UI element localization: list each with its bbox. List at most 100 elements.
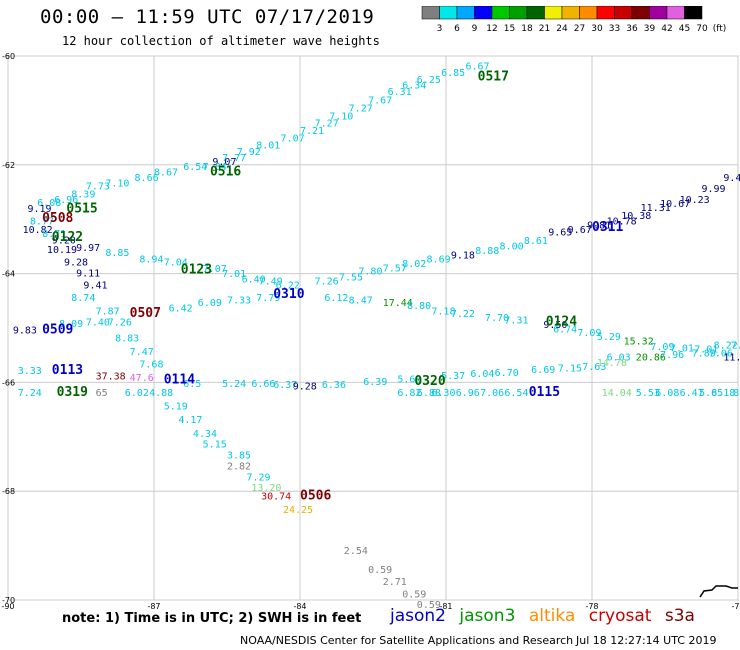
- wave-height-label: 65: [96, 388, 108, 399]
- wave-height-label: 9.28: [64, 257, 88, 268]
- wave-height-label: 7.55: [339, 273, 363, 284]
- wave-height-label: 7.40: [86, 317, 110, 328]
- wave-height-label: 7.31: [504, 316, 528, 327]
- wave-height-label: 5.15: [203, 440, 227, 451]
- wave-height-label: 7.09: [577, 328, 601, 339]
- wave-height-label: 6.69: [531, 365, 555, 376]
- wave-height-label: 7.18: [431, 306, 455, 317]
- wave-height-label: 6.67: [465, 62, 489, 73]
- scale-label: 21: [539, 24, 550, 34]
- wave-height-label: 8.09: [59, 319, 83, 330]
- scale-label: 12: [486, 24, 497, 34]
- scale-label: 15: [504, 24, 515, 34]
- scale-label: 33: [609, 24, 620, 34]
- wave-height-label: 8.22: [714, 341, 738, 352]
- wave-height-label: 5.53: [636, 388, 660, 399]
- lat-tick-label: -70: [2, 596, 15, 605]
- wave-height-label: 7.22: [451, 309, 475, 320]
- pass-time-label: 0122: [52, 230, 83, 245]
- wave-height-label: 5.66: [397, 374, 421, 385]
- wave-height-label: 7.79: [256, 293, 280, 304]
- legend-cryosat: cryosat: [588, 606, 652, 626]
- wave-height-label: 7.77: [222, 153, 246, 164]
- wave-height-label: 6.08: [655, 388, 679, 399]
- wave-height-label: 6.54: [183, 162, 207, 173]
- chart-subtitle: 12 hour collection of altimeter wave hei…: [62, 34, 380, 48]
- legend-jason2: jason2: [390, 606, 446, 626]
- wave-height-label: 8.67: [154, 168, 178, 179]
- wave-height-label: 0.59: [402, 589, 426, 600]
- wave-height-label: 6.08: [37, 198, 61, 209]
- pass-time-label: 0311: [592, 220, 623, 235]
- wave-height-label: 2.82: [227, 461, 251, 472]
- wave-height-label: 6.42: [169, 304, 193, 315]
- pass-time-label: 0113: [52, 363, 83, 378]
- scale-label: 39: [644, 24, 656, 34]
- lon-tick-label: -87: [147, 602, 160, 610]
- satellite-legend: jason2 jason3 altika cryosat s3a: [390, 606, 703, 626]
- wave-height-label: 7.73: [86, 181, 110, 192]
- lat-tick-label: -68: [2, 487, 15, 496]
- wave-height-label: 8.71: [42, 229, 66, 240]
- wave-height-label: 7.68: [139, 360, 163, 371]
- wave-height-label: 8.34: [733, 388, 740, 399]
- wave-height-label: 7.89: [692, 348, 716, 359]
- pass-time-label: 0124: [546, 314, 577, 329]
- wave-height-label: 7.96: [660, 350, 684, 361]
- wave-height-label: 8.77: [30, 217, 54, 228]
- wave-height-label: 10.78: [607, 217, 637, 228]
- wave-height-label: 8.00: [500, 242, 524, 253]
- wave-height-label: 7.33: [227, 296, 251, 307]
- legend-s3a: s3a: [664, 606, 695, 626]
- wave-height-label: 5.24: [222, 379, 246, 390]
- wave-height-label: 6.37: [273, 380, 297, 391]
- wave-height-label: 7.29: [246, 472, 270, 483]
- wave-height-label: 4.34: [193, 429, 217, 440]
- wave-height-label: 7.15: [558, 364, 582, 375]
- wave-height-label: 6.40: [242, 274, 266, 285]
- wave-height-label: 6.25: [417, 75, 441, 86]
- wave-height-label: 24.25: [283, 505, 313, 516]
- wave-height-label: 8.83: [115, 334, 139, 345]
- scale-swatch: [684, 6, 703, 20]
- coastline: [699, 585, 738, 598]
- wave-height-label: 7.57: [383, 263, 407, 274]
- legend-altika: altika: [528, 606, 576, 626]
- wave-height-label: 9.07: [212, 157, 236, 168]
- wave-height-label: 6.31: [388, 87, 412, 98]
- pass-time-label: 0507: [130, 306, 161, 321]
- wave-height-label: 7.49: [259, 276, 283, 287]
- lat-tick-label: -62: [2, 161, 15, 170]
- wave-height-label: 9.99: [702, 184, 726, 195]
- lon-tick-label: -81: [439, 602, 452, 610]
- wave-height-label: 11.11: [723, 353, 740, 364]
- wave-height-label: 30.74: [261, 491, 291, 502]
- wave-height-label: 6.70: [495, 368, 519, 379]
- note-text: note: 1) Time is in UTC; 2) SWH is in fe…: [62, 611, 362, 626]
- scale-label: 24: [556, 24, 568, 34]
- wave-height-label: 8.88: [475, 246, 499, 257]
- wave-height-label: 9.11: [76, 268, 100, 279]
- wave-height-label: 5.29: [597, 332, 621, 343]
- wave-height-label: 6.03: [607, 353, 631, 364]
- wave-height-label: 8.66: [135, 173, 159, 184]
- wave-height-label: 7.01: [222, 269, 246, 280]
- wave-height-label: 6.66: [251, 379, 275, 390]
- wave-height-label: 10.23: [680, 195, 710, 206]
- wave-height-label: 6.74: [553, 324, 577, 335]
- pass-time-label: 0509: [42, 322, 73, 337]
- wave-height-label: 7.01: [670, 343, 694, 354]
- wave-height-label: 2.71: [383, 577, 407, 588]
- wave-height-label: 6.47: [680, 388, 704, 399]
- wave-height-label: 7.07: [203, 264, 227, 275]
- pass-time-label: 0123: [181, 263, 212, 278]
- wave-height-label: 6.09: [198, 298, 222, 309]
- color-scale-legend: 3 6 9 12 15 18 21 24 27 30 33 36 39 42 45 70 (ft): [421, 6, 726, 34]
- wave-height-label: 9.43: [723, 173, 740, 184]
- wave-height-label: 9.97: [76, 243, 100, 254]
- wave-height-label: 8.94: [139, 255, 163, 266]
- wave-height-label: 0.59: [417, 600, 441, 610]
- lon-tick-label: -75: [731, 602, 740, 610]
- wave-height-label: 7.84: [203, 162, 227, 173]
- footer-credit: NOAA/NESDIS Center for Satellite Applica…: [240, 634, 574, 647]
